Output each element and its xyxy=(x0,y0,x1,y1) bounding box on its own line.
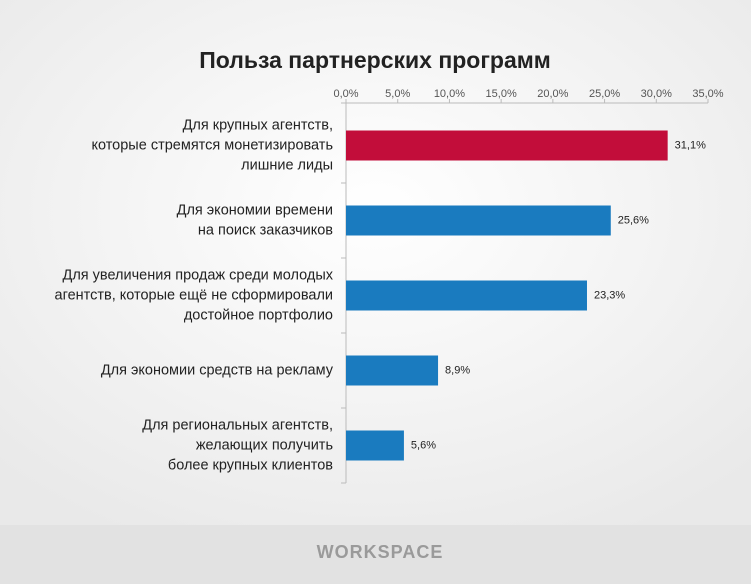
category-label: на поиск заказчиков xyxy=(198,222,333,238)
x-tick-label: 25,0% xyxy=(589,88,620,100)
value-label: 23,3% xyxy=(594,289,625,301)
value-label: 5,6% xyxy=(411,439,436,451)
value-label: 31,1% xyxy=(675,139,706,151)
category-label: лишние лиды xyxy=(241,157,333,173)
bar xyxy=(346,130,668,161)
x-tick-label: 0,0% xyxy=(333,88,358,100)
x-tick-label: 10,0% xyxy=(434,88,465,100)
category-label: Для увеличения продаж среди молодых xyxy=(63,267,334,283)
bar xyxy=(346,205,611,236)
value-label: 25,6% xyxy=(618,214,649,226)
bar xyxy=(346,280,587,311)
category-label: более крупных клиентов xyxy=(168,457,333,473)
category-label: Для региональных агентств, xyxy=(142,417,333,433)
x-tick-label: 35,0% xyxy=(692,88,723,100)
category-label: желающих получить xyxy=(196,437,333,453)
x-tick-label: 5,0% xyxy=(385,88,410,100)
x-tick-label: 20,0% xyxy=(537,88,568,100)
bar xyxy=(346,430,404,461)
footer-logo: WORKSPACE xyxy=(317,542,444,562)
category-label: Для крупных агентств, xyxy=(183,117,333,133)
category-label: достойное портфолио xyxy=(184,307,333,323)
x-tick-label: 15,0% xyxy=(486,88,517,100)
category-label: Для экономии времени xyxy=(177,202,333,218)
category-label: которые стремятся монетизировать xyxy=(91,137,333,153)
chart-title: Польза партнерских программ xyxy=(199,47,551,73)
bar xyxy=(346,355,439,386)
value-label: 8,9% xyxy=(445,364,470,376)
footer-band xyxy=(0,525,751,584)
category-label: агентств, которые ещё не сформировали xyxy=(55,287,333,303)
x-tick-label: 30,0% xyxy=(641,88,672,100)
category-label: Для экономии средств на рекламу xyxy=(101,362,334,378)
